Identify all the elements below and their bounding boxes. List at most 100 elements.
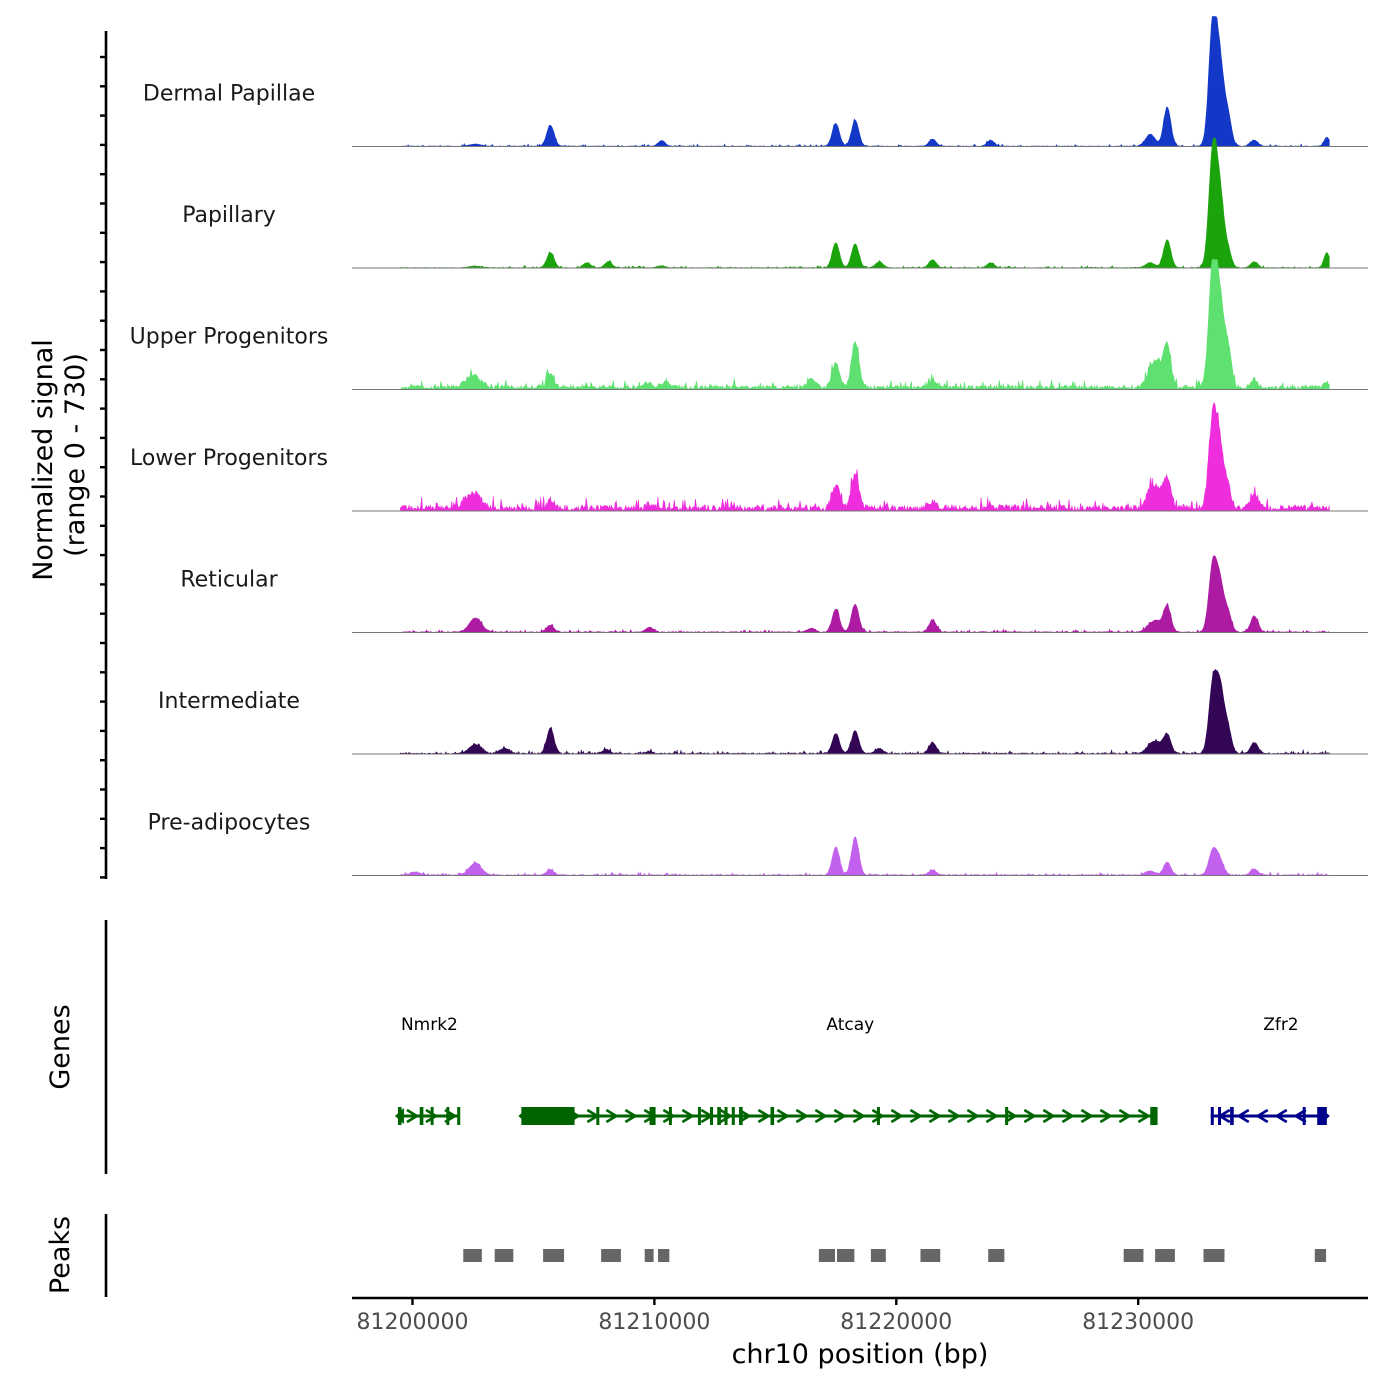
track-label: Papillary <box>182 203 276 228</box>
x-axis-title: chr10 position (bp) <box>732 1339 989 1370</box>
strand-chevron <box>1080 1108 1094 1124</box>
gene-exon <box>717 1107 721 1125</box>
track-label: Dermal Papillae <box>143 82 315 107</box>
peak-region <box>1314 1249 1327 1262</box>
peak-region <box>494 1249 514 1262</box>
gene-exon <box>668 1107 672 1125</box>
y-axis-title-line2: (range 0 - 730) <box>60 353 91 557</box>
strand-chevron <box>871 1108 885 1124</box>
gene-exon <box>876 1107 880 1125</box>
peak-region <box>818 1249 836 1262</box>
track-signal-area <box>400 137 1330 269</box>
strand-chevron <box>757 1108 771 1124</box>
strand-chevron <box>681 1108 695 1124</box>
strand-chevron <box>425 1108 439 1124</box>
gene-exon <box>1302 1107 1306 1125</box>
gene-exon <box>521 1107 575 1125</box>
strand-chevron <box>814 1108 828 1124</box>
strand-chevron <box>795 1108 809 1124</box>
track-signal-area <box>400 555 1330 634</box>
gene-exon <box>1150 1107 1158 1125</box>
peak-region <box>1203 1249 1225 1262</box>
x-tick-label: 81220000 <box>840 1310 952 1335</box>
strand-chevron <box>605 1108 619 1124</box>
x-tick-label: 81230000 <box>1082 1310 1194 1335</box>
gene-exon <box>1210 1107 1214 1125</box>
strand-chevron <box>624 1108 638 1124</box>
gene-exon <box>1005 1107 1009 1125</box>
gene-nmrk2: Nmrk2 <box>394 1015 461 1125</box>
gene-end-arrow <box>1320 1108 1330 1124</box>
gene-exon <box>770 1107 775 1125</box>
strand-chevron <box>662 1108 676 1124</box>
track-label: Pre-adipocytes <box>148 811 311 836</box>
track-intermediate: Intermediate <box>158 668 1368 755</box>
gene-exon <box>457 1107 461 1125</box>
strand-chevron <box>1236 1108 1250 1124</box>
gene-exon <box>596 1107 600 1125</box>
gene-label: Atcay <box>826 1015 874 1035</box>
gene-end-arrow <box>518 1108 528 1124</box>
peak-regions <box>463 1249 1327 1262</box>
x-axis-ticks: 81200000 81210000 81220000 81230000 <box>356 1298 1194 1335</box>
gene-exon <box>649 1107 656 1125</box>
track-lower-progenitors: Lower Progenitors <box>130 402 1368 513</box>
strand-chevron <box>1099 1108 1113 1124</box>
peak-region <box>1155 1249 1175 1262</box>
gene-exon <box>710 1107 714 1125</box>
gene-exon <box>1218 1107 1222 1125</box>
peak-region <box>870 1249 886 1262</box>
track-signal-area <box>400 836 1330 877</box>
strand-chevron <box>947 1108 961 1124</box>
peak-region <box>658 1249 670 1262</box>
gene-exon <box>739 1107 743 1125</box>
coverage-tracks: Dermal Papillae Papillary Upper Progenitor… <box>130 16 1368 877</box>
y-axis-title-line1: Normalized signal <box>28 339 59 581</box>
peak-region <box>543 1249 565 1262</box>
strand-chevron <box>1004 1108 1018 1124</box>
strand-chevron <box>776 1108 790 1124</box>
peaks-panel-title: Peaks <box>45 1216 76 1294</box>
peak-region <box>463 1249 482 1262</box>
strand-chevron <box>966 1108 980 1124</box>
track-label: Lower Progenitors <box>130 446 328 471</box>
track-signal-area <box>400 402 1330 513</box>
gene-annotations: Nmrk2 Atcay Zfr2 <box>394 1015 1330 1125</box>
gene-exon <box>697 1107 701 1125</box>
gene-atcay: Atcay <box>518 1015 1158 1125</box>
peak-region <box>837 1249 855 1262</box>
strand-chevron <box>1293 1108 1307 1124</box>
strand-chevron <box>1061 1108 1075 1124</box>
x-tick-label: 81200000 <box>356 1310 468 1335</box>
peak-region <box>644 1249 654 1262</box>
track-papillary: Papillary <box>182 137 1368 269</box>
strand-chevron <box>833 1108 847 1124</box>
track-signal-area <box>400 259 1330 391</box>
strand-chevron <box>1023 1108 1037 1124</box>
peak-region <box>601 1249 621 1262</box>
track-pre-adipocytes: Pre-adipocytes <box>148 811 1368 877</box>
x-tick-label: 81210000 <box>598 1310 710 1335</box>
peak-region <box>1123 1249 1144 1262</box>
track-signal-area <box>400 668 1330 755</box>
strand-chevron <box>909 1108 923 1124</box>
track-upper-progenitors: Upper Progenitors <box>130 259 1368 391</box>
track-label: Reticular <box>180 568 278 593</box>
gene-label: Zfr2 <box>1263 1015 1298 1035</box>
strand-chevron <box>1118 1108 1132 1124</box>
track-dermal-papillae: Dermal Papillae <box>143 16 1368 148</box>
strand-chevron <box>1255 1108 1269 1124</box>
strand-chevron <box>985 1108 999 1124</box>
gene-exon <box>731 1107 735 1125</box>
strand-chevron <box>1042 1108 1056 1124</box>
strand-chevron <box>928 1108 942 1124</box>
track-reticular: Reticular <box>180 555 1368 634</box>
coverage-y-axis <box>100 31 108 879</box>
gene-zfr2: Zfr2 <box>1210 1015 1330 1125</box>
gene-exon <box>430 1107 434 1125</box>
gene-label: Nmrk2 <box>401 1015 458 1035</box>
gene-exon <box>724 1107 728 1125</box>
peak-region <box>988 1249 1005 1262</box>
peak-region <box>920 1249 941 1262</box>
